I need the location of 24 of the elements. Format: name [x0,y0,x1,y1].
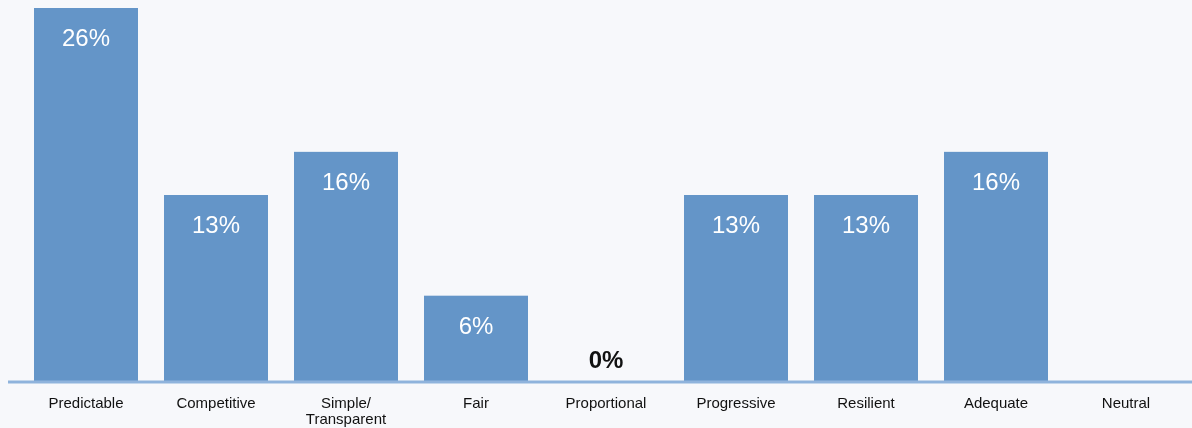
data-label: 26% [61,24,111,51]
data-label: 13% [191,211,241,238]
x-tick-label: Fair [463,394,489,411]
x-tick-label: Competitive [176,394,256,411]
data-label: 6% [458,311,494,339]
x-tick-label: Proportional [565,394,647,411]
x-tick-label: Progressive [696,394,776,411]
bar [684,195,788,382]
data-label: 13% [711,211,761,238]
x-tick-label: Resilient [837,394,896,411]
x-tick-label: Predictable [48,394,124,411]
data-label: 16% [971,167,1021,195]
bar [164,195,268,382]
data-label: 13% [841,211,891,238]
bar [814,195,918,382]
x-tick-label: Simple/ Transparent [305,394,387,427]
bar [944,151,1048,382]
bar [294,151,398,382]
x-tick-label: Neutral [1101,394,1151,411]
bar [424,295,528,382]
x-tick-label: Adequate [963,394,1029,411]
bar [34,8,138,382]
data-label: 16% [321,167,371,195]
data-label: 0% [588,346,624,373]
